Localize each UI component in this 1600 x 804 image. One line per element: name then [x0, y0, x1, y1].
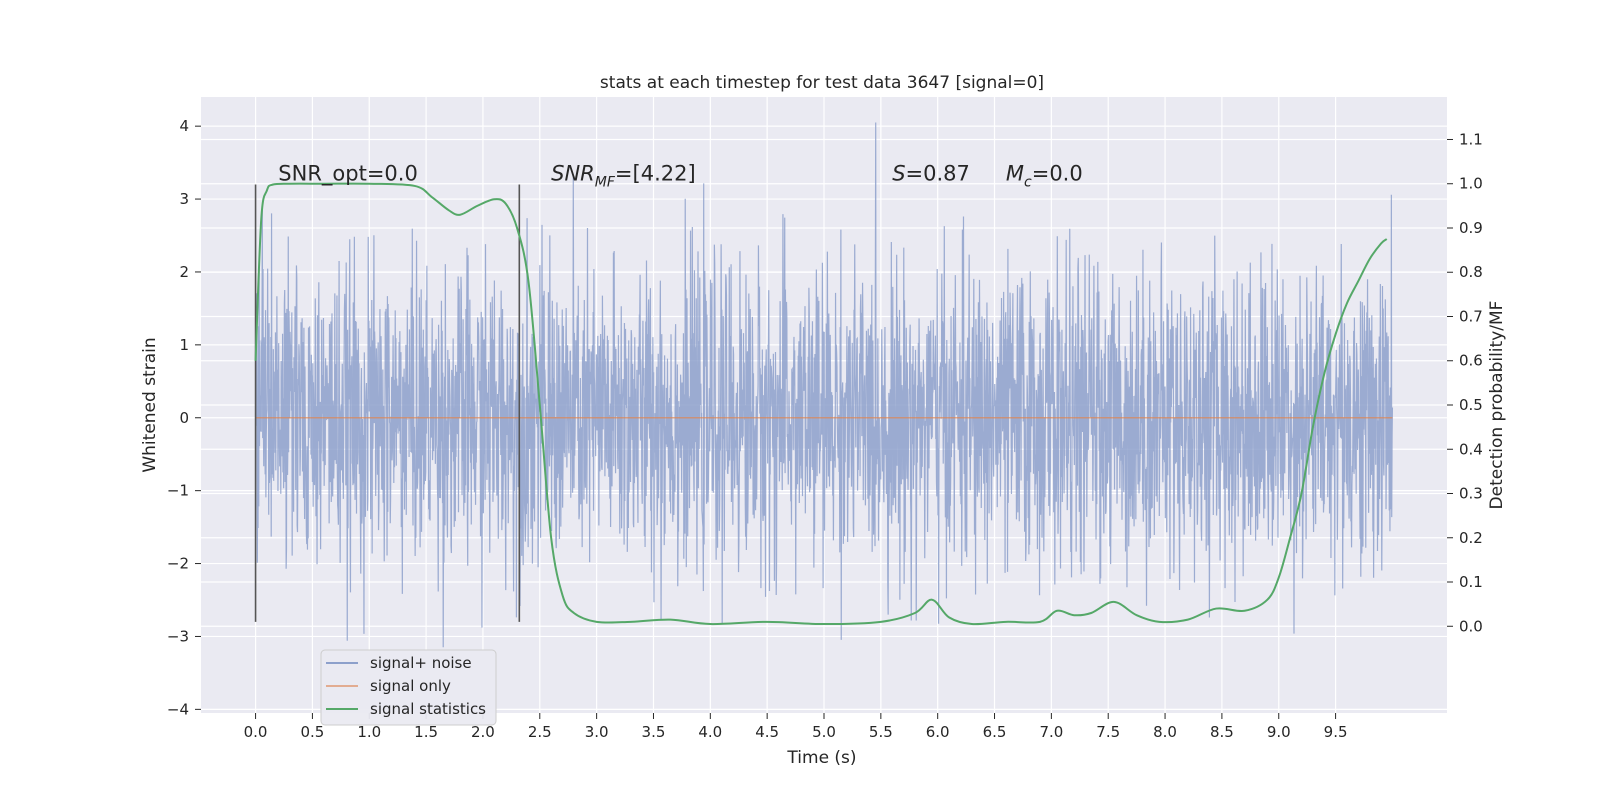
x-tick-label-13: 6.5 — [983, 723, 1007, 741]
y-tick-label-0: −4 — [167, 700, 189, 718]
y2-tick-label-4: 0.4 — [1459, 440, 1483, 458]
y2-tick-label-7: 0.7 — [1459, 307, 1483, 325]
y-tick-label-8: 4 — [179, 117, 189, 135]
annotations: SNR_opt=0.0 SNRMF=[4.22] S=0.87 Mc=0.0 — [278, 161, 1082, 190]
y-tick-label-5: 1 — [179, 336, 189, 354]
x-tick-label-16: 8.0 — [1153, 723, 1177, 741]
y2-tick-label-8: 0.8 — [1459, 263, 1483, 281]
annotation-1: SNRMF=[4.22] — [551, 161, 696, 190]
y-tick-label-7: 3 — [179, 190, 189, 208]
x-tick-label-0: 0.0 — [244, 723, 268, 741]
x-tick-label-5: 2.5 — [528, 723, 552, 741]
y2-tick-label-1: 0.1 — [1459, 573, 1483, 591]
x-tick-label-12: 6.0 — [926, 723, 950, 741]
x-tick-label-19: 9.5 — [1324, 723, 1348, 741]
x-axis-label: Time (s) — [786, 748, 856, 768]
legend-label-stats: signal statistics — [370, 700, 486, 718]
x-tick-label-2: 1.0 — [357, 723, 381, 741]
x-tick-label-11: 5.5 — [869, 723, 893, 741]
annotation-2: S=0.87 — [892, 161, 970, 185]
y-tick-label-6: 2 — [179, 263, 189, 281]
x-tick-label-18: 9.0 — [1267, 723, 1291, 741]
y-tick-label-3: −1 — [167, 482, 189, 500]
x-axis-ticks: 0.0 0.5 1.0 1.5 2.0 2.5 3.0 3.5 4.0 4.5 5.0 5.5 6.0 6… — [244, 713, 1348, 741]
signal-statistics-series — [254, 182, 1388, 626]
annotation-0: SNR_opt=0.0 — [278, 161, 418, 186]
noise-trace — [254, 122, 1394, 648]
noise-series — [254, 122, 1394, 648]
chart-title: stats at each timestep for test data 364… — [600, 73, 1044, 93]
y2-tick-label-0: 0.0 — [1459, 617, 1483, 635]
y2-tick-label-3: 0.3 — [1459, 485, 1483, 503]
x-tick-label-4: 2.0 — [471, 723, 495, 741]
x-tick-label-1: 0.5 — [300, 723, 324, 741]
x-tick-label-7: 3.5 — [642, 723, 666, 741]
y2-tick-label-11: 1.1 — [1459, 130, 1483, 148]
x-tick-label-15: 7.5 — [1096, 723, 1120, 741]
x-tick-label-9: 4.5 — [755, 723, 779, 741]
legend-label-noise: signal+ noise — [370, 654, 472, 672]
x-tick-label-14: 7.0 — [1039, 723, 1063, 741]
y-tick-label-1: −3 — [167, 627, 189, 645]
y2-tick-label-2: 0.2 — [1459, 529, 1483, 547]
y-axis-label: Whitened strain — [140, 337, 160, 472]
legend-label-signal: signal only — [370, 677, 451, 695]
y2-tick-label-6: 0.6 — [1459, 352, 1483, 370]
x-tick-label-17: 8.5 — [1210, 723, 1234, 741]
legend-box — [320, 649, 497, 726]
marker-lines — [254, 184, 521, 622]
x-tick-label-6: 3.0 — [585, 723, 609, 741]
signal-statistics-line — [254, 182, 1388, 626]
y2-tick-label-10: 1.0 — [1459, 175, 1483, 193]
annotation-3: Mc=0.0 — [1006, 161, 1083, 190]
legend: signal+ noise signal only signal statist… — [320, 649, 497, 726]
y-axis-ticks: −4 −3 −2 −1 0 1 2 3 4 — [167, 117, 201, 718]
x-tick-label-8: 4.0 — [698, 723, 722, 741]
x-tick-label-10: 5.0 — [812, 723, 836, 741]
y-tick-label-2: −2 — [167, 555, 189, 573]
y2-axis-label: Detection probability/MF — [1487, 301, 1507, 510]
y2-axis-ticks: 0.0 0.1 0.2 0.3 0.4 0.5 0.6 0.7 0.8 0.9 1.0 1.1 — [1447, 130, 1483, 635]
y-tick-label-4: 0 — [179, 409, 189, 427]
y2-tick-label-5: 0.5 — [1459, 396, 1483, 414]
y2-tick-label-9: 0.9 — [1459, 219, 1483, 237]
x-tick-label-3: 1.5 — [414, 723, 438, 741]
